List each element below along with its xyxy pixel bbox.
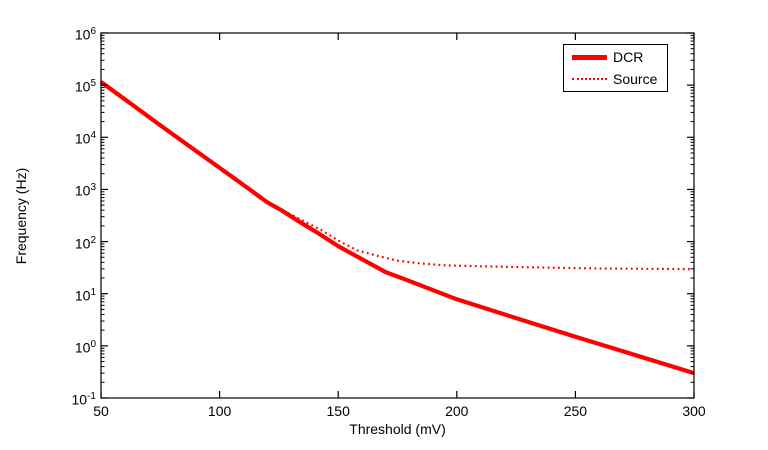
x-tick-label: 200 (445, 403, 469, 419)
x-tick-label: 150 (326, 403, 350, 419)
y-axis-title: Frequency (Hz) (13, 167, 29, 265)
y-tick-label: 105 (74, 78, 96, 95)
x-tick-label: 100 (207, 403, 232, 419)
y-tick-label: 106 (74, 26, 96, 43)
x-tick-label: 50 (93, 403, 109, 419)
y-tick-label: 102 (74, 234, 96, 252)
legend-item-dcr: DCR (564, 48, 667, 66)
y-tick-label: 104 (74, 130, 96, 147)
dcr-line-sample-icon (572, 54, 607, 60)
source-line-sample-icon (572, 77, 607, 80)
legend-item-source: Source (564, 70, 667, 88)
x-tick-label: 250 (563, 403, 588, 419)
source-curve (100, 81, 695, 271)
dcr-curve (99, 80, 695, 376)
legend-label-source: Source (613, 70, 658, 87)
y-tick-label: 101 (74, 286, 96, 304)
y-tick-label: 100 (74, 338, 96, 356)
y-tick-label: 103 (74, 182, 96, 200)
legend: DCR Source (563, 44, 668, 92)
axes-box (100, 32, 695, 399)
x-tick-label: 300 (682, 403, 706, 419)
y-tick-label: 10-1 (71, 391, 96, 408)
x-axis-title: Threshold (mV) (349, 421, 446, 437)
legend-label-dcr: DCR (613, 49, 644, 66)
